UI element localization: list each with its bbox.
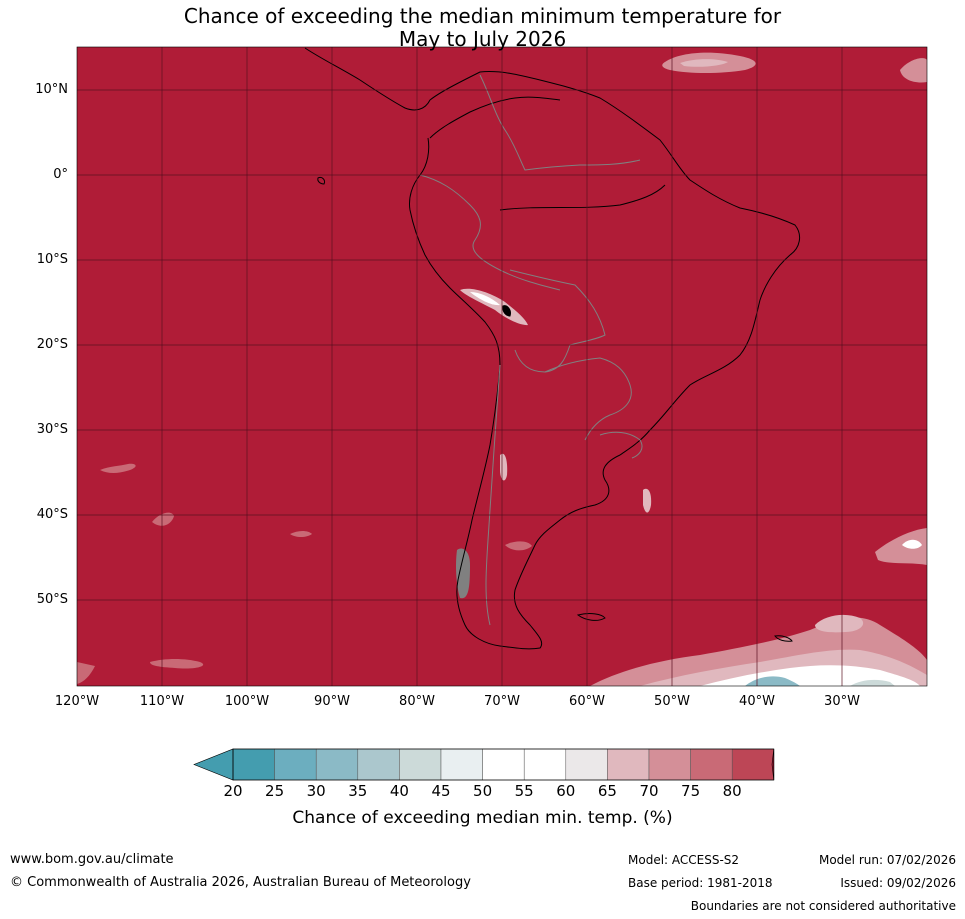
colorbar-segment [731,748,775,781]
lat-label: 50°S [36,592,68,607]
patch-andes-in [470,292,500,306]
colorbar-tick-label: 25 [265,782,285,800]
lat-label: 0° [53,167,68,182]
border-andean [419,174,561,291]
island-3 [317,177,325,185]
patch-south-left [150,659,204,669]
lon-label: 80°W [399,694,435,709]
patch-east-atlantic-in [902,539,922,549]
footer-model-run: Model run: 07/02/2026 [818,853,956,867]
patch-south-center [815,614,864,633]
colorbar-segment [440,748,483,781]
map-frame [76,46,928,687]
country-borders [419,74,643,626]
patch-southern-ocean-blue [745,676,800,686]
title-line-1: Chance of exceeding the median minimum t… [183,4,782,28]
lat-label: 30°S [36,422,68,437]
colorbar-tick-label: 45 [431,782,451,800]
footer-url: www.bom.gov.au/climate [10,852,174,867]
lat-label: 40°S [36,507,68,522]
lat-label: 20°S [36,337,68,352]
patch-ne-corner-in [680,59,728,67]
title-line-2: May to July 2026 [398,27,567,51]
colorbar-tick-label: 55 [514,782,534,800]
footer-disclaimer: Boundaries are not considered authoritat… [690,899,956,913]
border-bolivia [509,269,606,373]
map-title: Chance of exceeding the median minimum t… [0,5,965,51]
lon-label: 120°W [54,694,100,709]
border-paraguay-argentina [544,357,632,441]
footer-base-period: Base period: 1981-2018 [628,876,773,890]
colorbar-segment [607,748,650,781]
footer-issued: Issued: 09/02/2026 [840,876,956,890]
lon-label: 110°W [139,694,185,709]
colorbar [193,748,775,781]
colorbar-tick-label: 20 [223,782,243,800]
lon-label: 90°W [314,694,350,709]
colorbar-tick-label: 65 [597,782,617,800]
patch-south-chile [456,548,470,599]
patch-southern-ocean-blue2 [850,679,895,686]
gridlines [77,47,927,686]
colorbar-tick-label: 60 [556,782,576,800]
island-2 [774,635,793,642]
patch-uruguay-coast [643,488,652,513]
lat-label: 10°S [36,252,68,267]
lon-label: 40°W [739,694,775,709]
colorbar-segment [399,748,442,781]
colorbar-segment [232,748,275,781]
colorbar-tick-label: 80 [722,782,742,800]
colorbar-segment [315,748,359,781]
lon-label: 50°W [654,694,690,709]
patch-patagonia [505,541,532,551]
colorbar-segment [648,748,691,781]
colorbar-tick-label: 35 [348,782,368,800]
lat-label: 10°N [35,82,68,97]
lake-titicaca [502,305,511,317]
patch-east-atlantic [875,528,927,565]
lon-label: 100°W [224,694,270,709]
probability-patches [77,52,927,686]
colorbar-tick-label: 30 [306,782,326,800]
colorbar-segment [357,748,400,781]
patch-chile-off [290,531,312,537]
colorbar-tick-label: 70 [639,782,659,800]
lon-label: 30°W [824,694,860,709]
border-uruguay [599,431,643,459]
colorbar-segment [274,748,317,781]
amazon-outline [499,184,666,211]
colorbar-low-extend [193,748,234,781]
patch-west-pacific-2 [100,463,136,473]
south-america-coast [304,47,801,650]
patch-west-pacific-1 [152,512,174,526]
colorbar-tick-label: 75 [681,782,701,800]
colorbar-tick-label: 40 [389,782,409,800]
colorbar-title: Chance of exceeding median min. temp. (%… [292,808,673,828]
patch-ne-edge [900,58,927,83]
patch-andes [460,288,528,326]
colorbar-tick-label: 50 [473,782,493,800]
patch-south-left2 [77,662,95,684]
colorbar-frame [232,748,775,781]
lon-label: 60°W [569,694,605,709]
lon-label: 70°W [484,694,520,709]
border-chile-argentina [485,364,501,626]
colorbar-segment [565,748,608,781]
island-1 [576,613,606,621]
colorbar-segment [690,748,733,781]
colorbar-segment [523,748,567,781]
footer-copyright: © Commonwealth of Australia 2026, Austra… [10,875,471,890]
footer-model: Model: ACCESS-S2 [628,853,740,867]
border-north [479,74,641,171]
colorbar-segment [482,748,525,781]
